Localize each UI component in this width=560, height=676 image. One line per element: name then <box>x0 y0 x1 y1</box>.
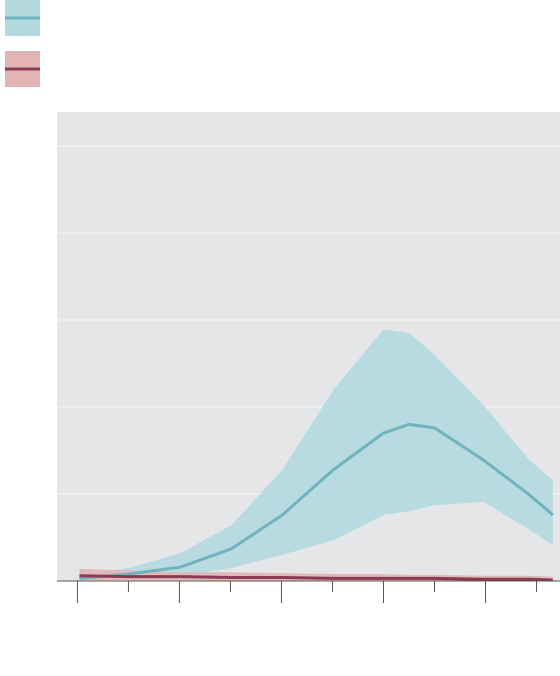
band <box>79 329 553 581</box>
line <box>79 422 554 580</box>
line <box>79 574 553 582</box>
